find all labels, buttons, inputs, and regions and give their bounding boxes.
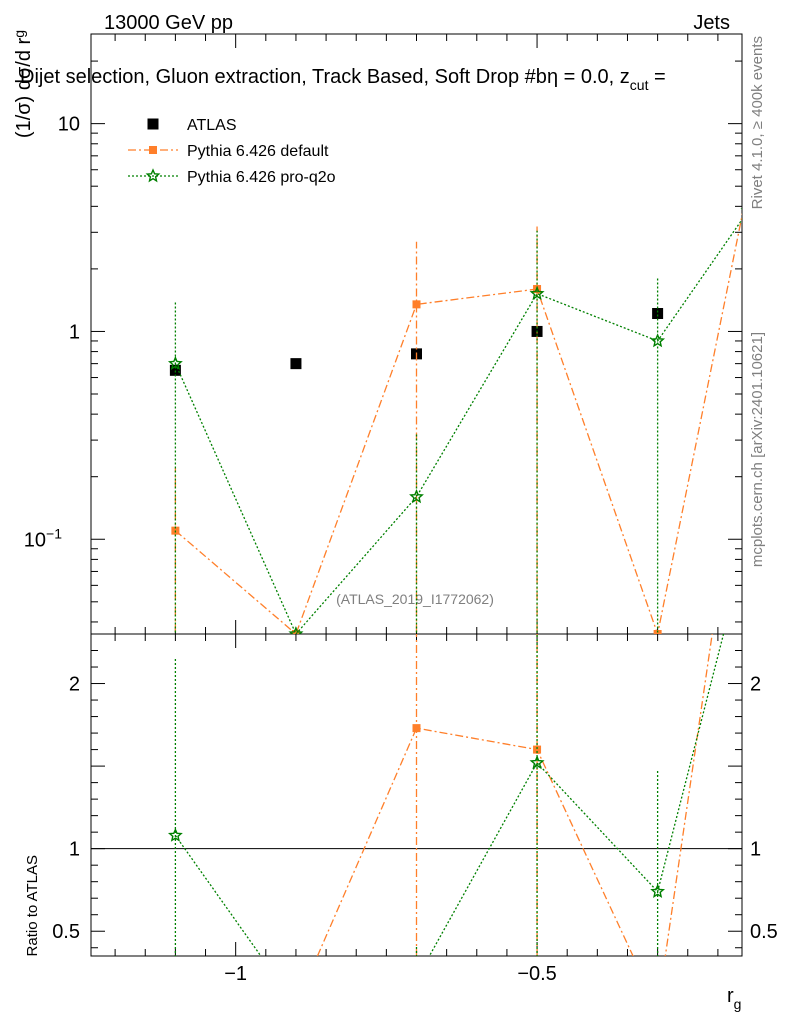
default-point — [654, 1005, 662, 1013]
atlas-point — [290, 358, 302, 370]
default-point — [412, 300, 421, 309]
legend-label-proq2o: Pythia 6.426 pro-q2o — [187, 169, 336, 186]
energy-label: 13000 GeV pp — [104, 12, 233, 34]
proq2o-series-line — [174, 634, 725, 956]
atlas-point — [743, 301, 754, 312]
main-ylabel: (1/σ) dσ/d rg — [11, 30, 35, 138]
ratio-ylabel: Ratio to ATLAS — [24, 855, 41, 956]
proq2o-point — [529, 285, 545, 300]
proq2o-point — [650, 883, 666, 898]
plot-title-tail: = — [648, 66, 665, 88]
category-label: Jets — [693, 12, 730, 34]
ratio-y-tick-label-right: 1 — [750, 839, 761, 861]
proq2o-point — [529, 754, 545, 770]
proq2o-point — [288, 626, 304, 634]
main-y-tick-label: 10 — [58, 114, 80, 136]
legend-marker-proq2o — [145, 168, 161, 183]
default-point — [412, 724, 421, 733]
main-ylabel-sub: g — [11, 30, 27, 38]
x-axis-label-sub: g — [734, 996, 742, 1012]
proq2o-point — [290, 1000, 302, 1011]
legend-marker-default — [149, 146, 157, 154]
atlas-point — [169, 364, 181, 376]
legend-label-atlas: ATLAS — [187, 117, 237, 134]
atlas-point — [652, 308, 664, 320]
proq2o-point — [411, 973, 422, 984]
x-tick-label: −0.5 — [517, 963, 556, 985]
main-y-tick-exponent: −1 — [46, 525, 62, 541]
ratio-y-tick-label: 1 — [69, 839, 80, 861]
plot-title-main: Dijet selection, Gluon extraction, Track… — [20, 66, 547, 88]
main-ylabel-text: (1/σ) dσ/d r — [13, 37, 35, 138]
ratio-y-tick-label: 2 — [69, 674, 80, 696]
proq2o-point — [167, 355, 183, 370]
plot-title: Dijet selection, Gluon extraction, Track… — [20, 66, 666, 93]
proq2o-point — [650, 333, 666, 348]
default-series-line — [174, 212, 742, 634]
ratio-y-tick-label-right: 0.5 — [750, 921, 778, 943]
x-axis-label-text: r — [727, 985, 734, 1007]
default-point — [292, 1002, 300, 1010]
plot-title-sub: cut — [630, 77, 649, 93]
x-tick-label: −1 — [224, 963, 247, 985]
analysis-watermark: (ATLAS_2019_I1772062) — [336, 591, 494, 607]
ratio-y-tick-label-right: 2 — [750, 674, 761, 696]
main-y-tick-label: 1 — [69, 321, 80, 343]
legend-label-default: Pythia 6.426 default — [187, 143, 329, 160]
default-point — [171, 982, 179, 990]
default-series-line — [316, 634, 713, 956]
rivet-version-label: Rivet 4.1.0, ≥ 400k events — [749, 36, 766, 209]
legend: ATLAS Pythia 6.426 default Pythia 6.426 … — [128, 117, 336, 186]
default-point — [291, 630, 300, 634]
default-point — [533, 745, 542, 754]
ratio-y-tick-label: 0.5 — [52, 921, 80, 943]
mcplots-label: mcplots.cern.ch [arXiv:2401.10621] — [749, 332, 766, 567]
proq2o-point — [409, 488, 424, 504]
main-y-tick-label: 10−1 — [24, 525, 62, 551]
plot-title-eta: η = 0.0, z — [547, 66, 630, 88]
x-axis-label: rg — [727, 985, 741, 1012]
proq2o-series-line — [174, 218, 742, 634]
proq2o-point — [167, 827, 183, 842]
legend-marker-atlas — [147, 118, 159, 130]
